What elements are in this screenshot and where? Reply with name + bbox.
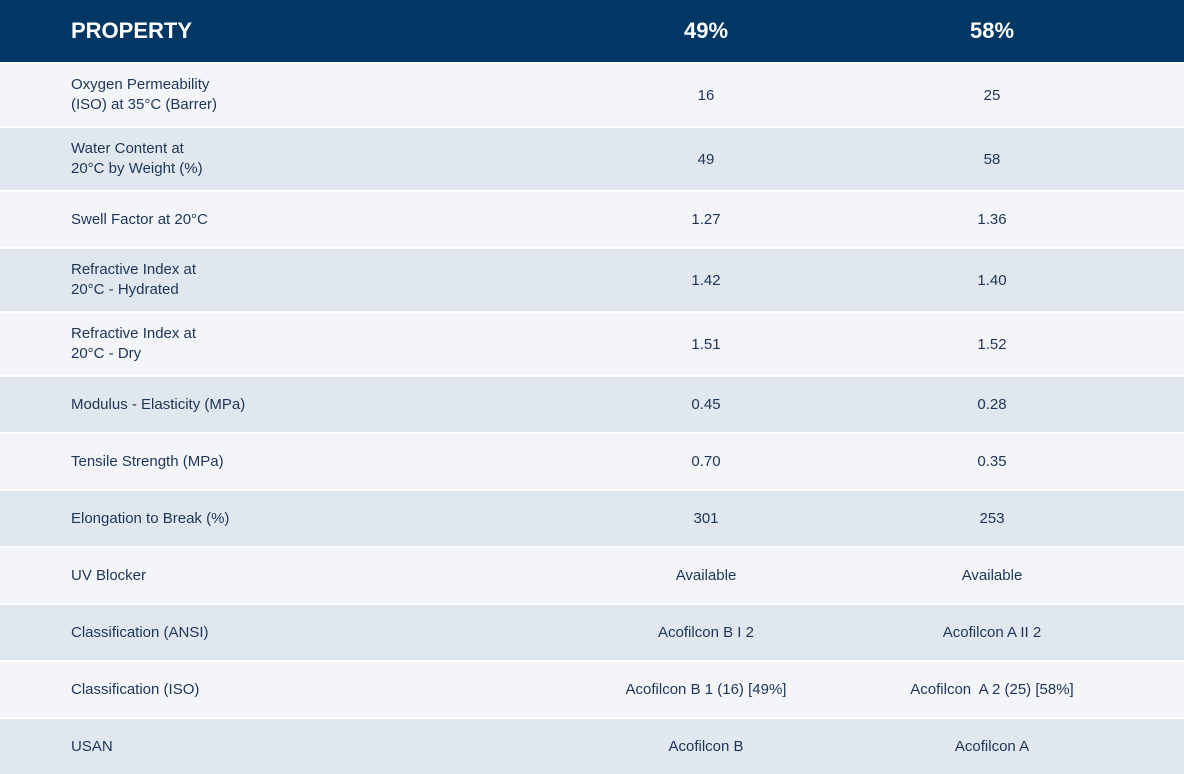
property-line: Classification (ANSI)	[71, 623, 209, 641]
property-line: UV Blocker	[71, 566, 147, 584]
value-cell: 49	[697, 150, 715, 168]
value-cell: 1.27	[691, 211, 721, 228]
property-line: Oxygen Permeability	[71, 76, 210, 93]
table-row: Refractive Index at 20°C - Hydrated 1.42 1.…	[0, 249, 1184, 311]
value-cell: 25	[983, 86, 1001, 104]
property-cell: Water Content at 20°C by Weight (%)	[0, 139, 563, 179]
property-line: Classification (ISO)	[71, 680, 200, 698]
value-cell: 0.70	[691, 453, 721, 470]
header-cell: 49%	[683, 18, 729, 43]
value-cell: 0.28	[977, 396, 1007, 413]
header-cell: PROPERTY	[71, 18, 193, 43]
value-cell: Acofilcon B I 2	[658, 624, 754, 641]
value-cell: 0.35	[977, 453, 1007, 470]
property-line: 20°C - Hydrated	[71, 281, 179, 298]
property-cell: Elongation to Break (%)	[0, 509, 563, 529]
table-row: Water Content at 20°C by Weight (%) 49 58	[0, 128, 1184, 190]
value-cell: 58	[983, 150, 1001, 168]
property-line: Water Content at	[71, 140, 184, 157]
value-cell: 1.40	[977, 271, 1007, 289]
value-cell: 1.51	[691, 335, 721, 353]
value-cell: Available	[675, 567, 737, 584]
value-cell: 16	[697, 86, 715, 104]
table-row: Tensile Strength (MPa) 0.70 0.35	[0, 434, 1184, 489]
property-cell: Refractive Index at 20°C - Dry	[0, 324, 563, 364]
value-cell: 1.42	[691, 271, 721, 289]
property-cell: Swell Factor at 20°C	[0, 210, 563, 230]
table-row: UV Blocker Available Available	[0, 548, 1184, 603]
property-line: 20°C by Weight (%)	[71, 160, 203, 177]
value-cell: Acofilcon B 1 (16) [49%]	[625, 681, 787, 698]
table-row: Refractive Index at 20°C - Dry 1.51 1.52	[0, 313, 1184, 375]
property-cell: Modulus - Elasticity (MPa)	[0, 395, 563, 415]
header-row: PROPERTY 49% 58%	[0, 0, 1184, 62]
property-line: USAN	[71, 737, 113, 755]
value-cell: 0.45	[691, 396, 721, 413]
value-cell: Acofilcon A	[954, 738, 1030, 755]
value-cell: Acofilcon A II 2	[942, 624, 1042, 641]
property-cell: UV Blocker	[0, 566, 563, 586]
table-row: Elongation to Break (%) 301 253	[0, 491, 1184, 546]
value-cell: Acofilcon B	[668, 738, 744, 755]
property-cell: Classification (ANSI)	[0, 623, 563, 643]
value-cell: Available	[961, 567, 1023, 584]
header-cell: 58%	[969, 18, 1015, 43]
property-line: Refractive Index at	[71, 325, 197, 342]
property-line: (ISO) at 35°C (Barrer)	[71, 96, 218, 113]
value-cell: 1.36	[977, 211, 1007, 228]
table-row: USAN Acofilcon B Acofilcon A	[0, 719, 1184, 774]
property-cell: Classification (ISO)	[0, 680, 563, 700]
table-row: Swell Factor at 20°C 1.27 1.36	[0, 192, 1184, 247]
property-line: Elongation to Break (%)	[71, 509, 230, 527]
property-cell: Tensile Strength (MPa)	[0, 452, 563, 472]
value-cell: 1.52	[977, 335, 1007, 353]
property-line: Swell Factor at 20°C	[71, 210, 208, 228]
table-row: Classification (ISO) Acofilcon B 1 (16) […	[0, 662, 1184, 717]
table-row: Classification (ANSI) Acofilcon B I 2 Acof…	[0, 605, 1184, 660]
property-line: 20°C - Dry	[71, 345, 142, 362]
value-cell: Acofilcon A 2 (25) [58%]	[910, 681, 1074, 698]
property-line: Modulus - Elasticity (MPa)	[71, 395, 246, 413]
property-cell: Refractive Index at 20°C - Hydrated	[0, 260, 563, 300]
value-cell: 253	[979, 510, 1005, 527]
table-row: Oxygen Permeability (ISO) at 35°C (Barrer…	[0, 64, 1184, 126]
property-line: Tensile Strength (MPa)	[71, 452, 224, 470]
property-cell: Oxygen Permeability (ISO) at 35°C (Barrer…	[0, 75, 563, 115]
table-row: Modulus - Elasticity (MPa) 0.45 0.28	[0, 377, 1184, 432]
property-cell: USAN	[0, 737, 563, 757]
value-cell: 301	[693, 510, 719, 527]
property-line: Refractive Index at	[71, 261, 197, 278]
